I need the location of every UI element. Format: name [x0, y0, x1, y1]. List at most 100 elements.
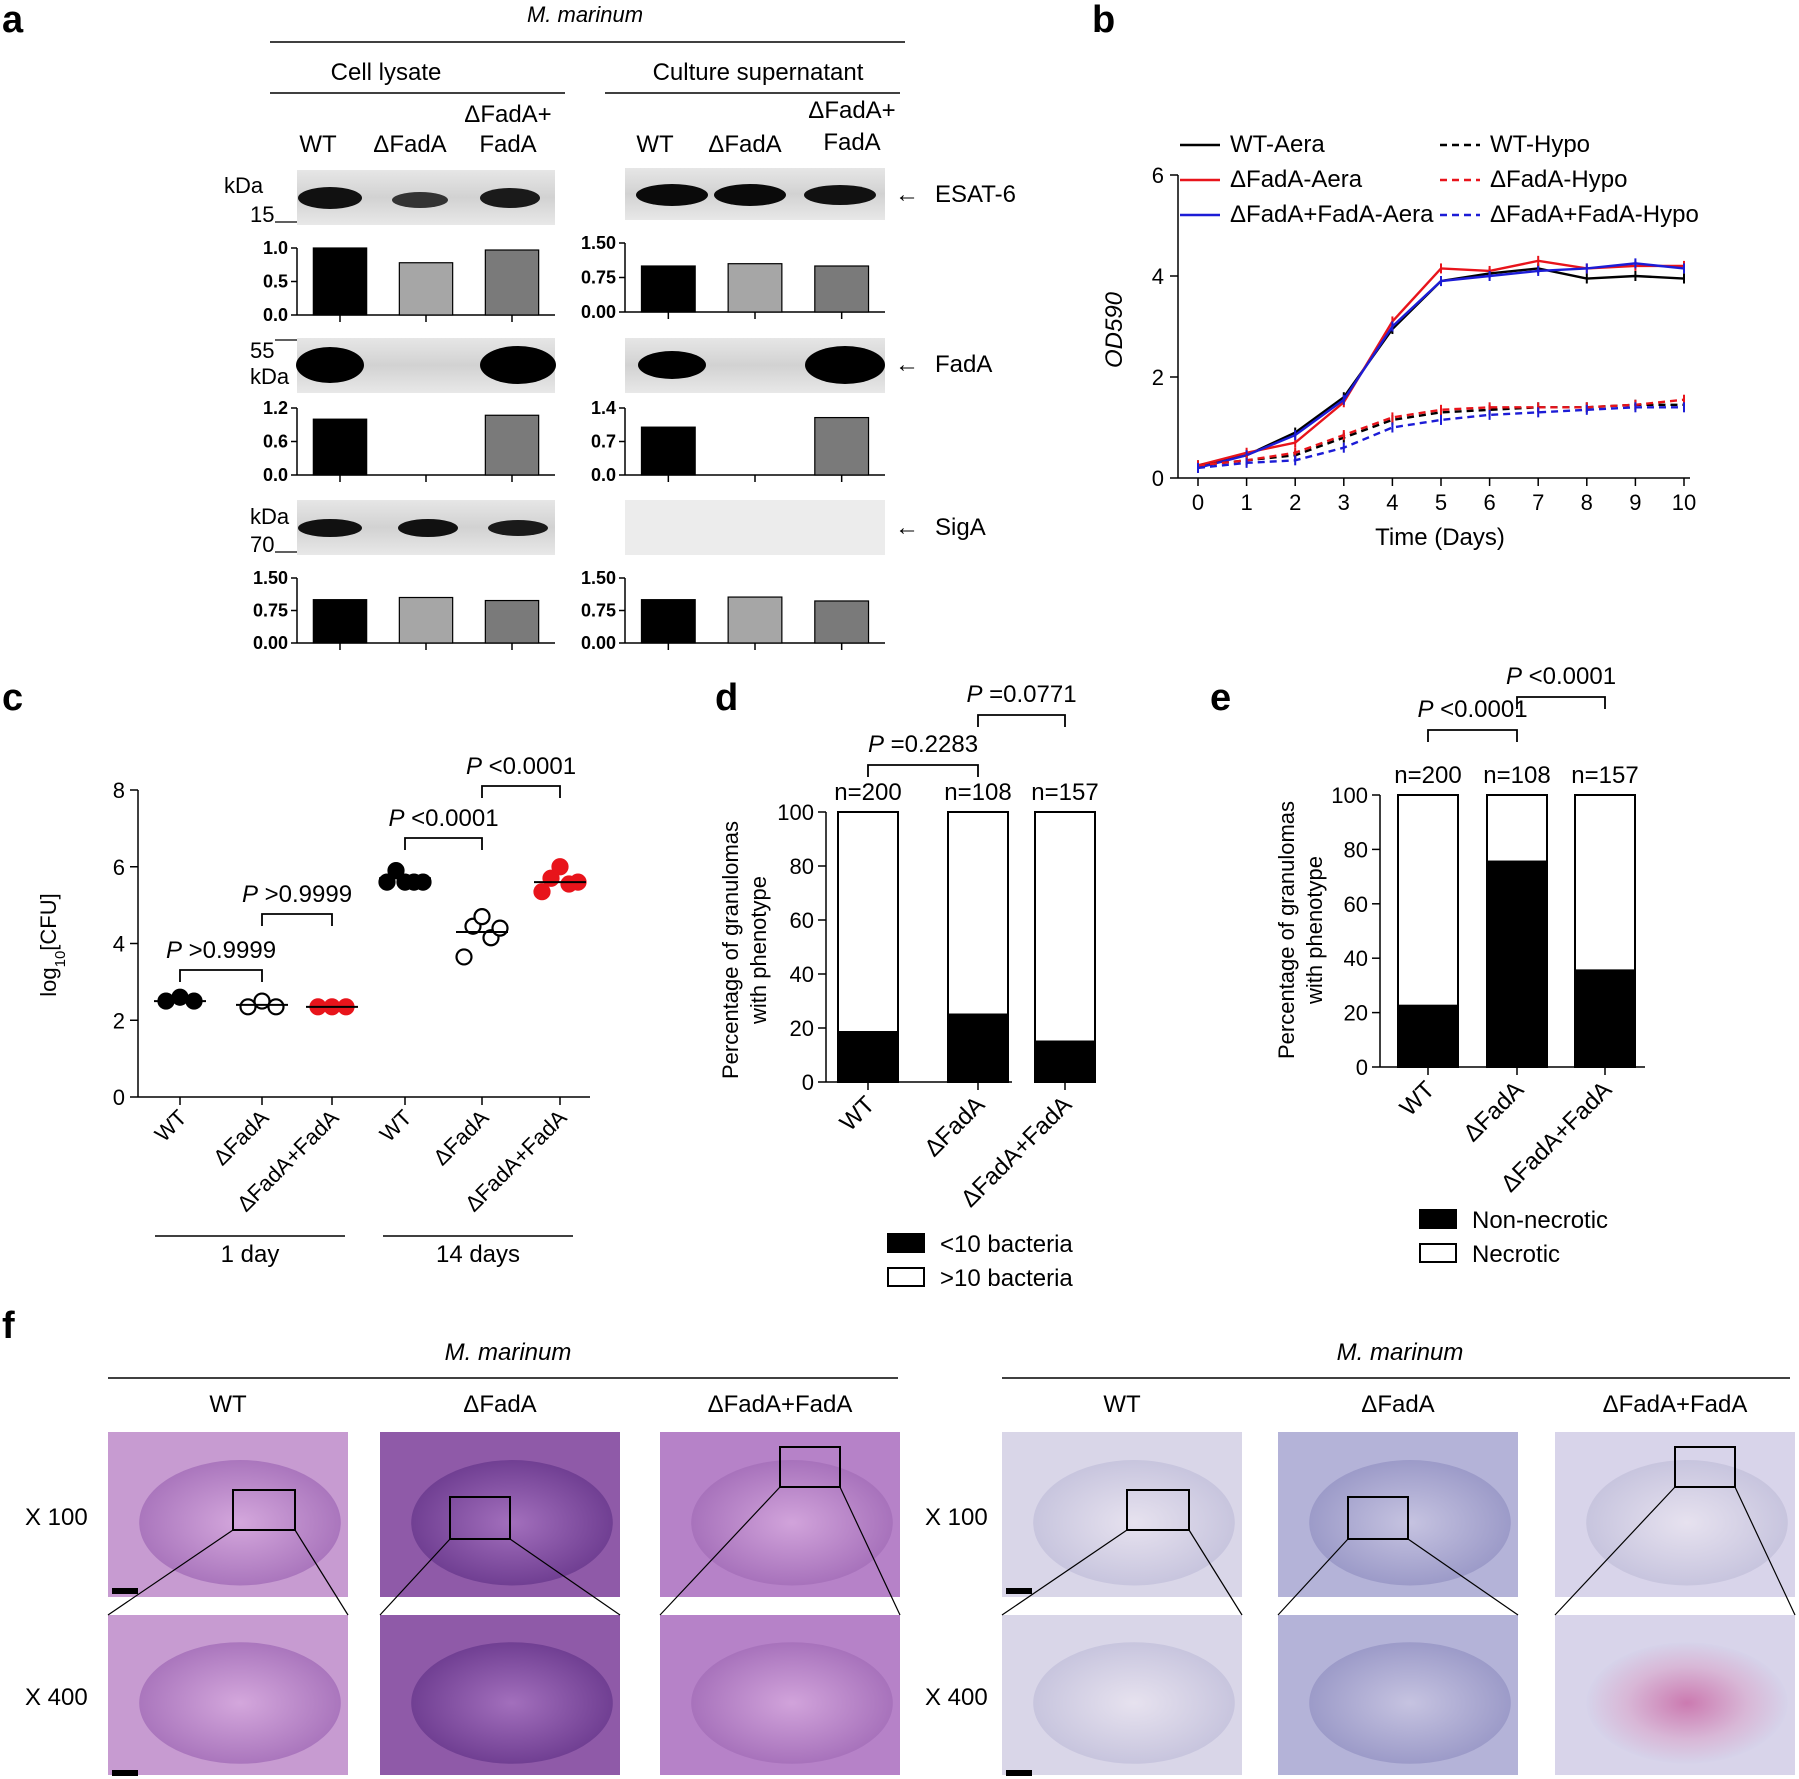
panel-d-stacked-bars: 0 20 40 60 80 100 Percentage of granulomas with…: [718, 681, 1099, 1292]
strain-label: ΔFadA+FadA: [1603, 1391, 1748, 1418]
tick-label: 60: [1344, 892, 1368, 917]
bar-0: [312, 599, 368, 644]
zoom-connector: [379, 1538, 451, 1616]
tick-label: 3: [1338, 490, 1350, 515]
legend-label: ΔFadA-Aera: [1230, 166, 1363, 193]
series-line-1: [1197, 259, 1684, 467]
band: [480, 346, 556, 384]
kda-label: kDa: [250, 504, 290, 529]
y-axis-label: log10[CFU]: [36, 893, 69, 997]
zoom-connector: [839, 1486, 901, 1616]
tick-label: 6: [1152, 163, 1164, 188]
p-value: <0.0001: [1433, 696, 1527, 723]
category-label: WT: [150, 1105, 192, 1147]
zoom-box: [1347, 1496, 1409, 1540]
tick-label: 0.00: [253, 633, 288, 653]
arrow-esat6: ←: [895, 181, 919, 208]
zoom-box: [449, 1496, 511, 1540]
tick-label: 1.50: [253, 568, 288, 588]
bar-2: [484, 414, 540, 476]
lane-label-wt: WT: [636, 131, 674, 158]
zoom-connector: [509, 1538, 621, 1616]
y-axis-label-2: with phenotype: [1302, 856, 1327, 1005]
magnification-label: X 400: [25, 1684, 88, 1711]
magnification-label: X 100: [925, 1504, 988, 1531]
panel-label-e: e: [1210, 677, 1231, 719]
p-value-label: P =0.0771: [966, 681, 1076, 708]
scale-bar: [112, 1588, 138, 1594]
bar-1: [398, 596, 454, 644]
y-axis-label-part: [CFU]: [36, 893, 61, 950]
zoom-box: [1674, 1446, 1736, 1488]
histology-grid: WT ΔFadA ΔFadA+FadA WT ΔFadA ΔFadA+FadA X 100 X…: [25, 1391, 1796, 1776]
data-point: [239, 998, 257, 1016]
band: [298, 187, 362, 209]
protein-label-siga: SigA: [935, 514, 986, 541]
legend-swatch: [887, 1267, 925, 1287]
n-label: n=157: [1031, 779, 1098, 806]
arrow-siga: ←: [895, 514, 919, 541]
y-axis-label-part: log: [36, 967, 61, 996]
n-label: n=200: [1394, 762, 1461, 789]
legend-label: ΔFadA-Hypo: [1490, 166, 1627, 193]
zoom-connector: [1554, 1486, 1676, 1616]
tick-label: 20: [1344, 1001, 1368, 1026]
tick-label: 100: [1331, 783, 1368, 808]
strain-label: WT: [1103, 1391, 1141, 1418]
lane-label-comp-bottom: FadA: [823, 129, 880, 156]
tick-label: 80: [1344, 837, 1368, 862]
he-x400-image-tissue: [139, 1642, 341, 1764]
data-point: [253, 992, 271, 1010]
tick-label: 0.5: [263, 272, 288, 292]
series-line-4: [1197, 398, 1685, 467]
series-line-2: [1197, 262, 1685, 470]
zn-x400-image-tissue: [1586, 1642, 1788, 1764]
panel-e-stacked-bars: 0 20 40 60 80 100 Percentage of granulomas with…: [1274, 663, 1645, 1268]
he-x100-image-tissue: [139, 1460, 341, 1586]
bar-segment-upper: [1486, 794, 1548, 863]
zoom-connector: [1001, 1529, 1128, 1616]
data-point: [171, 988, 189, 1006]
lane-label-comp-bottom: FadA: [479, 131, 536, 158]
bar-segment-upper: [1574, 794, 1636, 972]
legend-label: <10 bacteria: [940, 1231, 1073, 1258]
tick-label: 0.00: [581, 633, 616, 653]
zoom-box: [1126, 1489, 1190, 1531]
series-line-5: [1197, 406, 1684, 470]
bar-1: [398, 262, 454, 316]
he-x100-image-tissue: [691, 1460, 893, 1586]
bar-0: [640, 265, 696, 313]
tick-label: 0.75: [581, 268, 616, 288]
marker-70: 70: [250, 532, 274, 557]
tick-label: 0: [1356, 1055, 1368, 1080]
lane-label-dfada: ΔFadA: [373, 131, 446, 158]
zoom-connector: [1734, 1486, 1796, 1616]
n-label: n=108: [944, 779, 1011, 806]
strain-label: ΔFadA: [463, 1391, 536, 1418]
bar-0: [640, 599, 696, 644]
tick-label: 0: [1192, 490, 1204, 515]
p-symbol: P: [1506, 663, 1522, 690]
lane-label-comp-top: ΔFadA+: [808, 97, 895, 124]
tick-label: 6: [113, 855, 125, 880]
band: [480, 188, 540, 208]
y-axis-label: Percentage of granulomas: [1274, 801, 1299, 1059]
legend-label: >10 bacteria: [940, 1265, 1073, 1292]
blot-siga-supernatant: [625, 500, 885, 555]
zn-x400-image-tissue: [1309, 1642, 1511, 1764]
marker-55: 55: [250, 338, 274, 363]
zn-x100-image-tissue: [1586, 1460, 1788, 1586]
p-bracket: [404, 837, 483, 850]
scale-bar: [112, 1770, 138, 1776]
panel-label-c: c: [2, 677, 23, 719]
bar-2: [484, 599, 540, 644]
tick-label: 0.0: [591, 465, 616, 485]
band: [398, 519, 458, 537]
p-bracket: [1516, 696, 1606, 709]
densitometry-charts: 0.0 0.5 1.0 0.00 0.75 1.50 0.0 0.6 1.2 0.0 0.7 1.4 0…: [253, 233, 885, 653]
category-label: ΔFadA: [1458, 1076, 1529, 1147]
p-symbol: P: [388, 805, 404, 832]
tick-label: 4: [1386, 490, 1398, 515]
bar-1: [727, 596, 783, 644]
tick-label: 20: [790, 1016, 814, 1041]
